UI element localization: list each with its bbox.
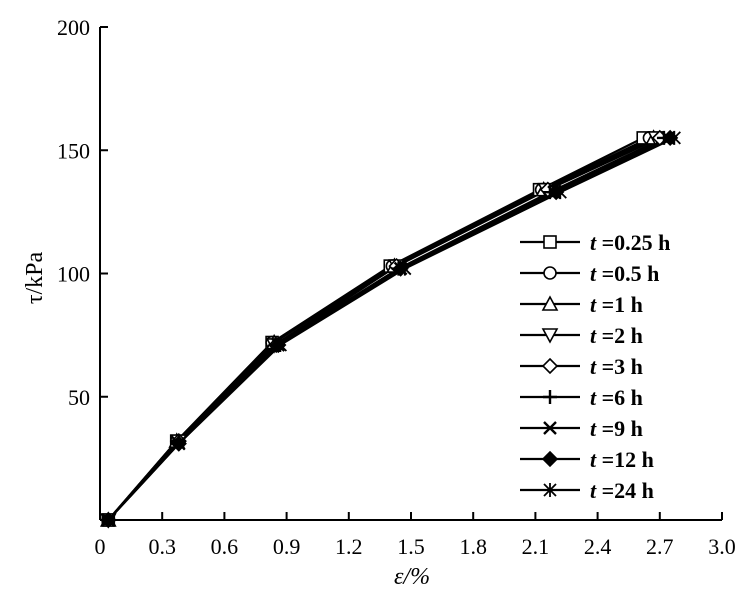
marker-diamond bbox=[541, 357, 559, 375]
x-tick-label: 0.9 bbox=[273, 534, 301, 559]
legend-label-variable: t bbox=[590, 230, 597, 255]
legend: t =0.25 ht =0.5 ht =1 ht =2 ht =3 ht =6 … bbox=[520, 230, 670, 503]
y-tick-label: 50 bbox=[68, 385, 90, 410]
marker-circle bbox=[543, 266, 557, 280]
marker-x bbox=[543, 421, 557, 435]
legend-label: t =12 h bbox=[590, 447, 654, 472]
marker-square bbox=[543, 235, 557, 249]
series-layer bbox=[99, 129, 681, 529]
legend-label-variable: t bbox=[590, 323, 597, 348]
legend-item: t =6 h bbox=[520, 385, 643, 410]
legend-label-value: =0.5 h bbox=[596, 261, 659, 286]
y-axis-label: τ/kPa bbox=[22, 251, 48, 304]
legend-label-value: =2 h bbox=[596, 323, 643, 348]
legend-label-value: =9 h bbox=[596, 416, 643, 441]
legend-item: t =1 h bbox=[520, 292, 643, 317]
legend-item: t =2 h bbox=[520, 323, 643, 348]
legend-label: t =1 h bbox=[590, 292, 643, 317]
y-tick-label: 100 bbox=[57, 262, 90, 287]
legend-label-variable: t bbox=[590, 292, 597, 317]
series-line bbox=[107, 136, 675, 521]
x-tick-label: 0.6 bbox=[211, 534, 239, 559]
series-markers-1 bbox=[101, 131, 651, 527]
legend-label-variable: t bbox=[590, 447, 597, 472]
marker-asterisk bbox=[667, 130, 681, 145]
series-line bbox=[107, 136, 671, 521]
x-tick-label: 2.7 bbox=[646, 534, 674, 559]
legend-label-value: =1 h bbox=[596, 292, 643, 317]
series-line bbox=[107, 136, 655, 521]
series-line bbox=[107, 136, 665, 521]
marker-asterisk bbox=[553, 185, 567, 200]
series-markers-2 bbox=[101, 131, 657, 527]
legend-item: t =0.5 h bbox=[520, 261, 659, 286]
legend-item: t =24 h bbox=[520, 478, 654, 503]
legend-label: t =6 h bbox=[590, 385, 643, 410]
legend-label: t =3 h bbox=[590, 354, 643, 379]
legend-label-variable: t bbox=[590, 478, 597, 503]
legend-label-value: =6 h bbox=[596, 385, 643, 410]
series-markers-5 bbox=[100, 129, 668, 529]
x-tick-label: 1.5 bbox=[397, 534, 425, 559]
series-9 bbox=[107, 136, 675, 521]
x-tick-label: 0 bbox=[95, 534, 106, 559]
legend-label-value: =0.25 h bbox=[596, 230, 670, 255]
marker-asterisk bbox=[101, 513, 115, 527]
legend-label-variable: t bbox=[590, 261, 597, 286]
marker-plus bbox=[543, 390, 557, 404]
axes: 0 0.3 0.6 0.9 1.2 1.5 1.8 2.1 2.4 2.7 3.0 50 100 150 2… bbox=[57, 15, 736, 559]
series-markers-7 bbox=[101, 131, 675, 527]
series-6 bbox=[107, 136, 665, 521]
series-5 bbox=[107, 136, 661, 521]
series-line bbox=[107, 136, 661, 521]
x-tick-label: 2.4 bbox=[584, 534, 612, 559]
legend-label: t =9 h bbox=[590, 416, 643, 441]
series-markers-9 bbox=[101, 130, 681, 527]
series-line bbox=[107, 136, 657, 521]
marker-diamond-filled bbox=[541, 450, 559, 468]
x-tick-label: 3.0 bbox=[708, 534, 736, 559]
legend-label-value: =24 h bbox=[596, 478, 654, 503]
x-tick-label: 2.1 bbox=[522, 534, 550, 559]
x-axis-label: ε/% bbox=[394, 564, 430, 590]
legend-label: t =0.5 h bbox=[590, 261, 659, 286]
legend-item: t =9 h bbox=[520, 416, 643, 441]
series-markers-3 bbox=[99, 129, 662, 527]
series-3 bbox=[107, 136, 655, 521]
legend-label-variable: t bbox=[590, 416, 597, 441]
series-line bbox=[107, 136, 650, 521]
marker-asterisk bbox=[398, 261, 412, 276]
legend-item: t =3 h bbox=[520, 354, 643, 379]
y-tick-label: 150 bbox=[57, 138, 90, 163]
series-markers-4 bbox=[99, 131, 664, 529]
series-4 bbox=[107, 136, 657, 521]
marker-asterisk bbox=[172, 436, 186, 451]
series-7 bbox=[107, 136, 669, 521]
legend-item: t =12 h bbox=[520, 447, 654, 472]
series-2 bbox=[107, 136, 650, 521]
legend-label-value: =3 h bbox=[596, 354, 643, 379]
series-markers-6 bbox=[101, 130, 671, 527]
legend-label-variable: t bbox=[590, 354, 597, 379]
marker-triangle-down bbox=[541, 328, 559, 344]
legend-item: t =0.25 h bbox=[520, 230, 670, 255]
marker-asterisk bbox=[273, 337, 288, 352]
legend-label-variable: t bbox=[590, 385, 597, 410]
legend-label: t =0.25 h bbox=[590, 230, 670, 255]
marker-asterisk bbox=[543, 483, 557, 497]
series-line bbox=[107, 136, 669, 521]
x-tick-label: 1.2 bbox=[335, 534, 363, 559]
marker-triangle-up bbox=[541, 295, 559, 311]
x-tick-label: 0.3 bbox=[148, 534, 176, 559]
series-8 bbox=[107, 136, 671, 521]
x-tick-label: 1.8 bbox=[459, 534, 487, 559]
y-tick-label: 200 bbox=[57, 15, 90, 40]
legend-label: t =2 h bbox=[590, 323, 643, 348]
legend-label: t =24 h bbox=[590, 478, 654, 503]
legend-label-value: =12 h bbox=[596, 447, 654, 472]
